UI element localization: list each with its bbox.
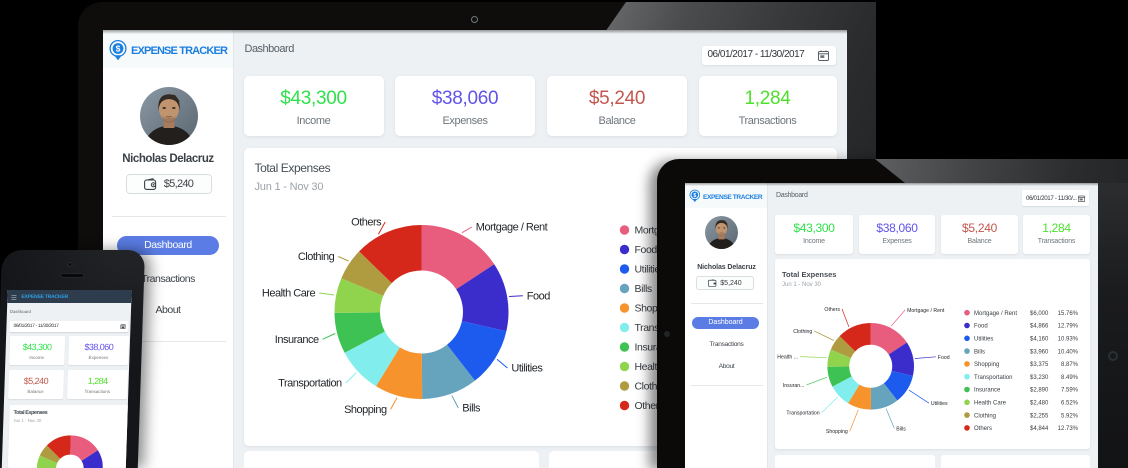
svg-text:12.73%: 12.73% — [1058, 426, 1079, 432]
svg-text:Others: Others — [351, 217, 382, 229]
svg-text:$3,230: $3,230 — [1030, 375, 1049, 381]
svg-text:Health ...: Health ... — [777, 355, 798, 361]
svg-text:5.92%: 5.92% — [1061, 413, 1079, 419]
svg-text:Insuran...: Insuran... — [783, 383, 805, 389]
svg-text:12.79%: 12.79% — [1058, 324, 1079, 330]
svg-text:Utilities: Utilities — [974, 337, 993, 343]
svg-text:Shopping: Shopping — [344, 404, 387, 416]
svg-text:Shopping: Shopping — [826, 429, 848, 435]
svg-text:Bills: Bills — [462, 403, 481, 415]
svg-text:$4,844: $4,844 — [1030, 426, 1049, 432]
svg-text:$4,160: $4,160 — [1030, 337, 1049, 343]
svg-text:EXPENSE TRACKER: EXPENSE TRACKER — [703, 194, 763, 201]
svg-text:EXPENSE TRACKER: EXPENSE TRACKER — [131, 45, 228, 57]
svg-text:Mortgage / Rent: Mortgage / Rent — [907, 308, 945, 314]
svg-text:Clothing: Clothing — [974, 413, 996, 419]
svg-text:Transportation: Transportation — [786, 411, 819, 417]
svg-text:Bills: Bills — [634, 283, 651, 295]
svg-text:Transportation: Transportation — [974, 375, 1012, 381]
svg-text:10.93%: 10.93% — [1058, 337, 1079, 343]
svg-text:Mortgage / Rent: Mortgage / Rent — [974, 311, 1017, 317]
svg-text:Food: Food — [974, 324, 988, 330]
svg-text:Health Care: Health Care — [261, 288, 315, 300]
svg-text:Mortgage / Rent: Mortgage / Rent — [475, 222, 547, 234]
svg-text:Utilities: Utilities — [511, 363, 543, 375]
svg-text:Insurance: Insurance — [974, 388, 1001, 394]
svg-text:$4,866: $4,866 — [1030, 324, 1049, 330]
svg-text:Shopping: Shopping — [974, 362, 999, 368]
svg-text:$3,960: $3,960 — [1030, 349, 1049, 355]
svg-text:$2,890: $2,890 — [1030, 388, 1049, 394]
svg-text:Bills: Bills — [974, 349, 985, 355]
svg-text:Others: Others — [634, 400, 663, 412]
svg-text:8.87%: 8.87% — [1061, 362, 1079, 368]
svg-text:Others: Others — [974, 426, 992, 432]
svg-text:$3,375: $3,375 — [1030, 362, 1049, 368]
svg-text:$2,480: $2,480 — [1030, 401, 1049, 407]
svg-text:$: $ — [693, 193, 696, 199]
svg-text:Others: Others — [824, 307, 840, 313]
svg-text:6.52%: 6.52% — [1061, 401, 1079, 407]
svg-text:Food: Food — [938, 355, 950, 361]
svg-text:Clothing: Clothing — [793, 329, 812, 335]
svg-text:$: $ — [116, 44, 121, 54]
svg-text:$2,255: $2,255 — [1030, 413, 1049, 419]
svg-text:Clothing: Clothing — [297, 251, 334, 263]
svg-text:Health Care: Health Care — [974, 401, 1007, 407]
svg-text:Utilities: Utilities — [931, 401, 948, 407]
svg-text:8.49%: 8.49% — [1061, 375, 1079, 381]
svg-text:Insurance: Insurance — [274, 334, 318, 346]
svg-text:Bills: Bills — [896, 426, 906, 432]
svg-text:$6,000: $6,000 — [1030, 311, 1049, 317]
svg-text:Transportation: Transportation — [278, 378, 342, 390]
svg-text:Food: Food — [634, 244, 657, 256]
svg-text:Food: Food — [526, 290, 549, 302]
svg-text:15.76%: 15.76% — [1058, 311, 1079, 317]
svg-text:7.59%: 7.59% — [1061, 388, 1079, 394]
svg-text:10.40%: 10.40% — [1058, 349, 1079, 355]
